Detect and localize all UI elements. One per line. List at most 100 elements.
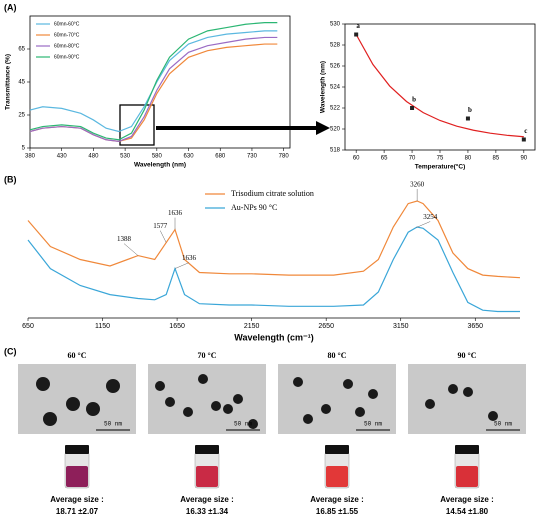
legend-label: 60mn-70°C (54, 32, 80, 38)
y-tick-label: 5 (22, 146, 26, 152)
x-tick-label: 1650 (169, 323, 185, 330)
fit-curve (355, 34, 524, 138)
y-tick-label: 520 (330, 127, 341, 133)
nanoparticle (106, 379, 120, 393)
x-tick-label: 730 (247, 154, 258, 160)
x-tick-label: 60 (353, 156, 360, 162)
vial-cap (195, 445, 219, 454)
point-annotation: c (524, 127, 527, 135)
size-label: Average size : (310, 495, 364, 504)
x-tick-label: 90 (520, 156, 527, 162)
vial-liquid (66, 466, 88, 487)
y-tick-label: 524 (330, 85, 341, 91)
legend-label: Au-NPs 90 °C (231, 203, 277, 212)
temperature-label: 90 °C (458, 351, 477, 360)
tem-image (278, 364, 396, 434)
vial-cap (325, 445, 349, 454)
point-annotation: b (412, 96, 416, 104)
peak-label: 3260 (410, 181, 425, 189)
data-point (521, 137, 526, 142)
scale-label: 50 nm (234, 421, 252, 428)
y-tick-label: 45 (18, 80, 25, 86)
temperature-label: 70 °C (198, 351, 217, 360)
size-value: 18.71 ±2.07 (56, 507, 99, 516)
nanoparticle (223, 404, 233, 414)
nanoparticle (343, 379, 353, 389)
panel-label: (C) (4, 346, 17, 356)
x-axis-label: Wavelength (cm⁻¹) (234, 332, 313, 342)
legend-label: Trisodium citrate solution (231, 189, 314, 198)
legend-label: 60mn-60°C (54, 21, 80, 27)
x-tick-label: 480 (88, 154, 99, 160)
panel-label: (A) (4, 2, 17, 12)
tem-image (408, 364, 526, 434)
nanoparticle (425, 399, 435, 409)
x-axis-label: Wavelength (nm) (134, 162, 186, 169)
peak-leader (123, 243, 139, 256)
x-tick-label: 80 (465, 156, 472, 162)
nanoparticle (66, 397, 80, 411)
size-value: 16.85 ±1.55 (316, 507, 359, 516)
nanoparticle (368, 389, 378, 399)
y-tick-label: 65 (18, 47, 25, 53)
nanoparticle (321, 404, 331, 414)
y-tick-label: 526 (330, 64, 341, 70)
panel-label: (B) (4, 174, 17, 184)
nanoparticle (183, 407, 193, 417)
nanoparticle (165, 397, 175, 407)
vial-liquid (326, 466, 348, 487)
nanoparticle (86, 402, 100, 416)
x-axis-label: Temperature(°C) (415, 163, 466, 171)
peak-leader (416, 221, 431, 228)
size-value: 14.54 ±1.80 (446, 507, 489, 516)
vial-cap (65, 445, 89, 454)
x-tick-label: 380 (25, 154, 36, 160)
data-point (354, 32, 359, 37)
x-tick-label: 530 (120, 154, 131, 160)
nanoparticle (248, 419, 258, 429)
peak-label: 1388 (117, 235, 132, 243)
peak-label: 1636 (168, 209, 183, 217)
nanoparticle (155, 381, 165, 391)
x-tick-label: 430 (57, 154, 68, 160)
peak-label: 1577 (153, 222, 168, 230)
x-tick-label: 780 (279, 154, 290, 160)
series-line (29, 36, 278, 143)
legend-label: 60mn-80°C (54, 43, 80, 49)
arrow-head (316, 121, 330, 135)
nanoparticle (303, 414, 313, 424)
nanoparticle (463, 387, 473, 397)
y-tick-label: 25 (18, 113, 25, 119)
series-line (29, 22, 278, 141)
size-value: 16.33 ±1.34 (186, 507, 229, 516)
series-line (29, 30, 278, 133)
scale-label: 50 nm (104, 421, 122, 428)
size-label: Average size : (180, 495, 234, 504)
nanoparticle (198, 374, 208, 384)
data-point (410, 106, 415, 110)
x-tick-label: 2650 (318, 323, 334, 330)
nanoparticle (293, 377, 303, 387)
y-tick-label: 522 (330, 106, 341, 112)
peak-leader (174, 262, 190, 269)
x-tick-label: 85 (493, 156, 500, 162)
x-tick-label: 630 (184, 154, 195, 160)
scale-label: 50 nm (364, 421, 382, 428)
highlight-box (119, 104, 155, 146)
vial-liquid (456, 466, 478, 487)
vial-liquid (196, 466, 218, 487)
series-line (27, 226, 520, 313)
x-tick-label: 680 (215, 154, 226, 160)
nanoparticle (233, 394, 243, 404)
nanoparticle (448, 384, 458, 394)
y-tick-label: 530 (330, 22, 341, 28)
y-tick-label: 528 (330, 43, 341, 49)
peak-label: 1636 (182, 254, 197, 262)
size-label: Average size : (50, 495, 104, 504)
series-line (27, 200, 521, 279)
x-tick-label: 3150 (393, 323, 409, 330)
x-tick-label: 650 (22, 323, 34, 330)
y-axis-label: Transmittance (%) (5, 54, 12, 110)
temperature-label: 80 °C (328, 351, 347, 360)
